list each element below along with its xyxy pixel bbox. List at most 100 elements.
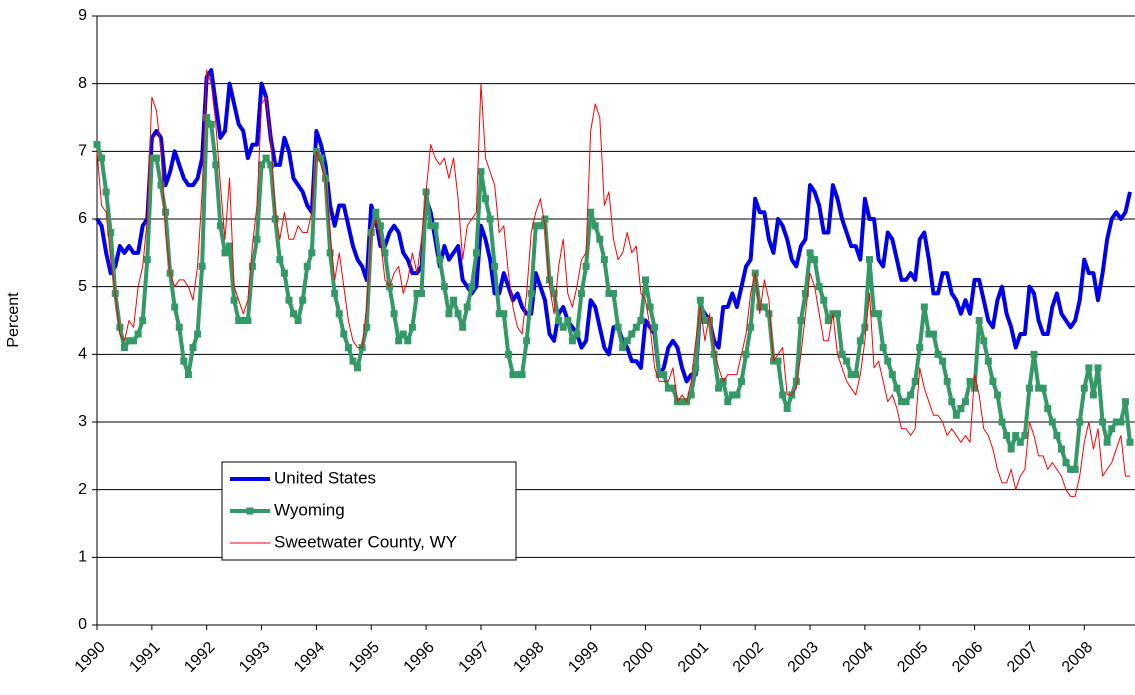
legend-marker [246, 507, 254, 515]
series-marker [395, 337, 403, 345]
x-tick-label: 1995 [346, 639, 383, 676]
series-marker [664, 384, 672, 392]
series-marker [820, 296, 828, 304]
series-marker [445, 310, 453, 318]
series-marker [1012, 432, 1020, 440]
series-marker [952, 411, 960, 419]
series-marker [578, 289, 586, 297]
series-marker [152, 154, 160, 162]
series-marker [280, 269, 288, 277]
series-marker [303, 262, 311, 270]
series-marker [509, 371, 517, 379]
series-marker [897, 398, 905, 406]
series-marker [381, 249, 389, 257]
series-marker [870, 310, 878, 318]
series-marker [235, 317, 243, 324]
series-marker [651, 323, 659, 331]
series-marker [989, 377, 997, 385]
series-marker [641, 276, 649, 284]
series-marker [916, 344, 924, 352]
series-marker [637, 317, 645, 324]
series-marker [980, 337, 988, 345]
series-marker [527, 289, 535, 297]
x-tick-label: 2007 [1004, 639, 1041, 676]
series-marker [239, 317, 247, 324]
x-tick-label: 1990 [72, 639, 109, 676]
series-marker [262, 154, 270, 162]
series-marker [779, 391, 787, 399]
series-marker [189, 344, 197, 352]
series-marker [692, 364, 700, 372]
series-marker [1099, 418, 1107, 426]
y-tick-label: 7 [78, 143, 87, 160]
series-marker [468, 283, 476, 291]
series-marker [1048, 418, 1056, 426]
series-marker [1080, 384, 1088, 392]
series-marker [431, 222, 439, 230]
series-marker [760, 303, 768, 311]
series-marker [399, 330, 407, 338]
series-marker [171, 303, 179, 311]
series-marker [957, 404, 965, 412]
series-marker [911, 377, 919, 385]
series-marker [267, 161, 275, 169]
series-marker [783, 404, 791, 412]
x-tick-label: 2001 [675, 639, 712, 676]
series-marker [1094, 364, 1102, 372]
series-marker [408, 323, 416, 331]
series-marker [258, 161, 266, 169]
series-marker [948, 398, 956, 406]
series-marker [568, 337, 576, 345]
series-marker [582, 262, 590, 270]
series-marker [993, 391, 1001, 399]
series-marker [669, 384, 677, 392]
series-marker [865, 256, 873, 264]
series-marker [102, 188, 110, 196]
x-tick-label: 2002 [730, 639, 767, 676]
series-marker [893, 384, 901, 392]
series-marker [440, 283, 448, 291]
series-marker [1126, 438, 1134, 446]
series-marker [248, 262, 256, 270]
series-marker [143, 256, 151, 264]
series-marker [536, 222, 544, 230]
series-marker [120, 344, 128, 352]
series-marker [728, 391, 736, 399]
series-marker [801, 289, 809, 297]
series-marker [715, 384, 723, 392]
x-tick-label: 1998 [510, 639, 547, 676]
series-marker [774, 357, 782, 365]
series-marker [925, 330, 933, 338]
series-marker [619, 344, 627, 352]
x-tick-label: 2005 [894, 639, 931, 676]
series-marker [559, 323, 567, 331]
series-marker [705, 317, 713, 324]
series-line [95, 68, 1132, 384]
series-marker [472, 249, 480, 257]
series-marker [1117, 418, 1125, 426]
series-line [96, 69, 1130, 497]
series-marker [833, 310, 841, 318]
series-marker [1108, 425, 1116, 433]
y-tick-label: 2 [78, 481, 87, 498]
series-marker [376, 222, 384, 230]
series-marker [1076, 418, 1084, 426]
x-tick-label: 1994 [291, 639, 328, 676]
x-tick-label: 2008 [1059, 639, 1096, 676]
series-marker [363, 323, 371, 331]
series-marker [1057, 445, 1065, 453]
series-marker [344, 344, 352, 352]
series-marker [175, 323, 183, 331]
series-marker [184, 371, 192, 379]
series-marker [555, 317, 563, 324]
series-marker [628, 330, 636, 338]
series-marker [198, 262, 206, 270]
series-marker [139, 317, 147, 324]
series-marker [500, 310, 508, 318]
series-marker [1121, 398, 1129, 406]
series-marker [340, 330, 348, 338]
series-marker [294, 317, 302, 324]
series-marker [162, 208, 170, 216]
series-marker [961, 398, 969, 406]
